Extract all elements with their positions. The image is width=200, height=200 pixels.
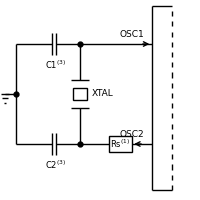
Text: XTAL: XTAL [92, 90, 114, 98]
Text: OSC1: OSC1 [119, 30, 144, 39]
Text: C1$^{(3)}$: C1$^{(3)}$ [45, 59, 67, 71]
Text: Rs$^{(1)}$: Rs$^{(1)}$ [110, 138, 130, 150]
Text: OSC2: OSC2 [119, 130, 144, 139]
Bar [108, 136, 132, 152]
Bar [73, 88, 87, 100]
Text: C2$^{(3)}$: C2$^{(3)}$ [45, 159, 67, 171]
